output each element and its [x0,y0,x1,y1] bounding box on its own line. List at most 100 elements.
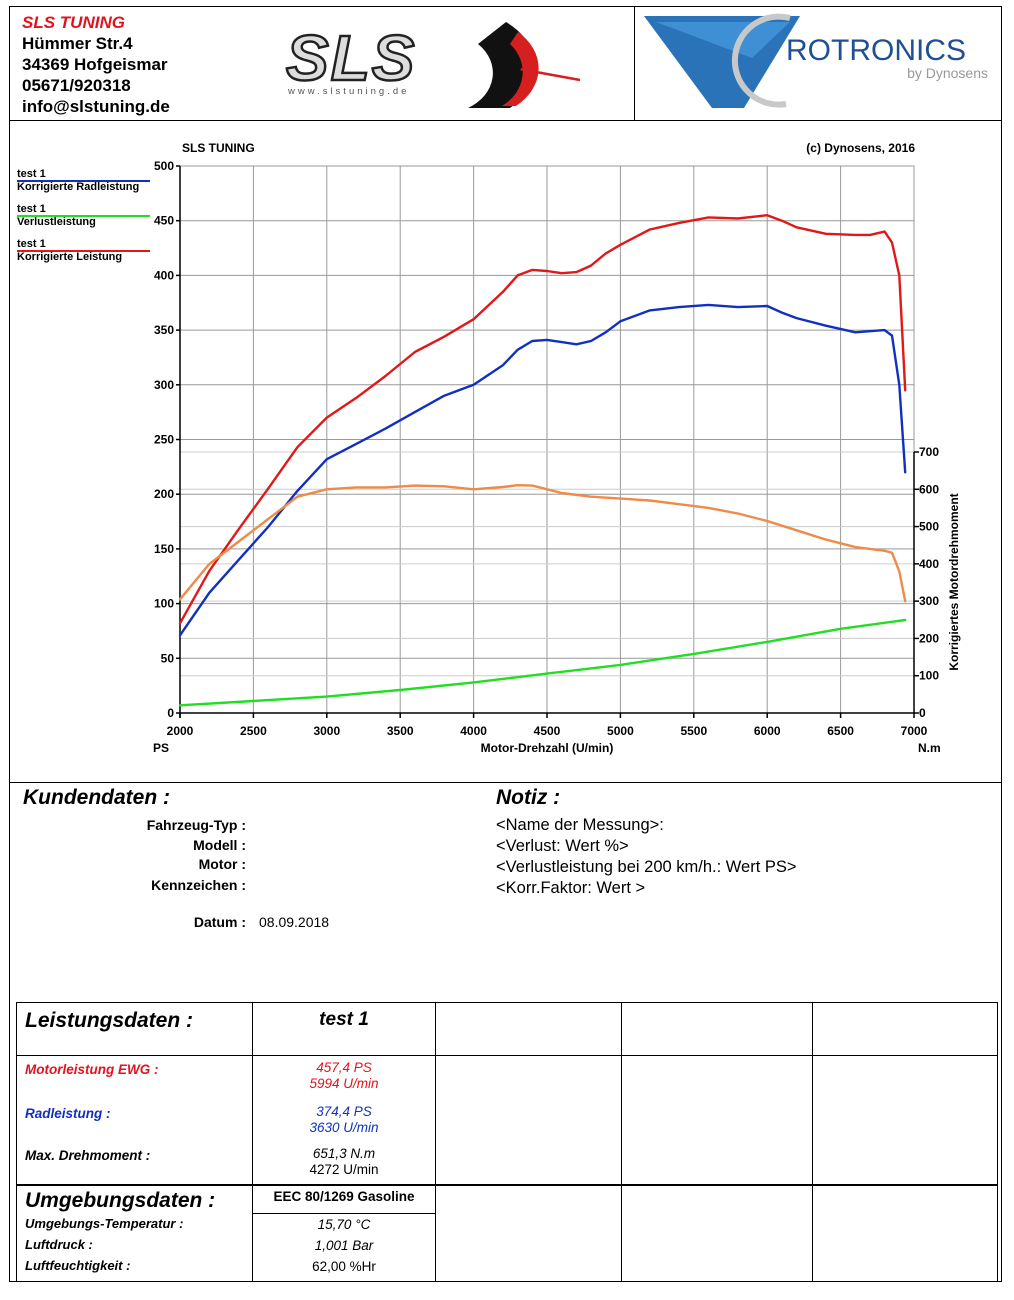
motorleistung-rpm: 5994 U/min [309,1076,379,1091]
chart-grid [179,165,915,714]
humidity-value: 62,00 %Hr [312,1259,376,1274]
y-right-label: Korrigiertes Motordrehmoment [947,493,961,670]
x-tick-label: 5500 [680,724,707,738]
pressure-value: 1,001 Bar [314,1238,374,1253]
kundendaten-title: Kundendaten : [23,786,170,809]
umgebung-labels: Umgebungsdaten : Umgebungs-Temperatur : … [16,1184,253,1282]
x-tick-label: 3500 [387,724,414,738]
y-left-tick-label: 400 [154,268,174,282]
chart-title-right: (c) Dynosens, 2016 [806,141,915,155]
radleistung-ps: 374,4 PS [316,1104,372,1119]
chart-axes: 2000 2500 3000 3500 4000 4500 5000 5500 6000 6500… [154,159,939,738]
y-left-tick-label: 100 [154,597,174,611]
leistungsdaten-title: Leistungsdaten : [16,1002,253,1056]
umgebungsdaten-title: Umgebungsdaten : [25,1189,216,1212]
x-tick-label: 2000 [167,724,194,738]
x-tick-label: 4000 [460,724,487,738]
city: 34369 Hofgeismar [22,55,168,74]
y-left-tick-label: 300 [154,378,174,392]
x-tick-label: 3000 [313,724,340,738]
x-axis-label: Motor-Drehzahl (U/min) [481,741,614,755]
empty-col-4 [621,1002,813,1056]
x-tick-label: 4500 [534,724,561,738]
radleistung-value: 374,4 PS 3630 U/min [253,1096,435,1140]
y-right-tick-label: 400 [919,557,939,571]
y-right-tick-label: 100 [919,669,939,683]
fahrzeug-label: Fahrzeug-Typ : [146,817,246,833]
phone: 05671/920318 [22,76,131,95]
y-right-tick-label: 0 [919,706,926,720]
empty-col-3c [435,1184,622,1282]
notiz-line-4: <Korr.Faktor: Wert > [496,879,646,897]
chart-lines [178,213,907,707]
series-line-korrigiertes-motordrehmoment [178,484,907,603]
kennzeichen-label: Kennzeichen : [151,877,246,893]
chart-title-left: SLS TUNING [182,141,255,155]
notiz-lines: <Name der Messung>: <Verlust: Wert %> <V… [496,815,797,899]
x-tick-label: 6000 [754,724,781,738]
series-line-korrigierte-leistung [178,213,907,625]
notiz-line-1: <Name der Messung>: [496,816,664,834]
notiz-line-2: <Verlust: Wert %> [496,837,629,855]
motorleistung-label: Motorleistung EWG : [25,1062,159,1077]
drehmoment-nm: 651,3 N.m [312,1146,376,1161]
motor-label: Motor : [198,856,246,872]
pressure-label: Luftdruck : [25,1237,93,1252]
y-left-unit: PS [153,741,169,755]
legend-name-3: Korrigierte Leistung [17,251,122,263]
modell-label: Modell : [193,837,246,853]
page-frame [9,6,1002,1282]
logo-divider [634,6,635,121]
y-right-tick-label: 500 [919,520,939,534]
street: Hümmer Str.4 [22,34,133,53]
y-left-tick-label: 500 [154,159,174,173]
chart-divider [9,782,1002,783]
umgebung-value-list: 15,70 °C 1,001 Bar 62,00 %Hr [253,1214,435,1277]
rotronics-text: ROTRONICS [786,34,966,67]
legend-run-3: test 1 [17,238,46,250]
datum-value: 08.09.2018 [259,914,330,930]
drehmoment-value: 651,3 N.m 4272 U/min [253,1140,435,1182]
drehmoment-rpm: 4272 U/min [309,1162,379,1177]
radleistung-label: Radleistung : [25,1106,111,1121]
y-left-tick-label: 150 [154,542,174,556]
legend-name-1: Korrigierte Radleistung [17,181,139,193]
rotronics-logo-highlight [656,22,790,58]
drehmoment-label: Max. Drehmoment : [25,1148,151,1163]
legend-run-1: test 1 [17,168,46,180]
notiz-line-3: <Verlustleistung bei 200 km/h.: Wert PS> [496,858,797,876]
sls-logo-needle [513,66,581,82]
y-right-tick-label: 600 [919,482,939,496]
empty-col-4b [621,1055,813,1186]
radleistung-rpm: 3630 U/min [309,1120,379,1135]
legend-run-2: test 1 [17,203,46,215]
temp-value: 15,70 °C [317,1217,371,1232]
perf-values: 457,4 PS 5994 U/min 374,4 PS 3630 U/min … [252,1055,436,1186]
dynosens-text: by Dynosens [907,65,988,81]
empty-col-5 [812,1002,998,1056]
y-right-tick-label: 700 [919,445,939,459]
x-tick-label: 6500 [827,724,854,738]
dyno-chart: 2000 2500 3000 3500 4000 4500 5000 5500 6000 6500… [17,141,961,755]
motorleistung-ps: 457,4 PS [316,1060,372,1075]
run-name: test 1 [252,1002,436,1056]
header-divider [9,120,1002,121]
empty-col-3b [435,1055,622,1186]
umgebung-values: EEC 80/1269 Gasoline 15,70 °C 1,001 Bar … [252,1184,436,1282]
y-right-unit: N.m [918,741,941,755]
sls-logo-text: SLS [286,22,416,94]
empty-col-5c [812,1184,998,1282]
series-line-verlustleistung [178,618,907,707]
leistungsdaten-table: Leistungsdaten : test 1 Motorleistung EW… [16,1002,998,1282]
y-left-tick-label: 350 [154,323,174,337]
rotronics-logo-ring [731,13,791,108]
motorleistung-value: 457,4 PS 5994 U/min [253,1056,435,1096]
sls-logo-swoosh-red [502,32,539,106]
legend-name-2: Verlustleistung [17,216,96,228]
brand-name: SLS TUNING [22,13,125,32]
y-left-tick-label: 250 [154,433,174,447]
y-left-tick-label: 0 [167,706,174,720]
empty-col-4c [621,1184,813,1282]
empty-col-3 [435,1002,622,1056]
sls-logo-url: www.slstuning.de [287,86,409,97]
